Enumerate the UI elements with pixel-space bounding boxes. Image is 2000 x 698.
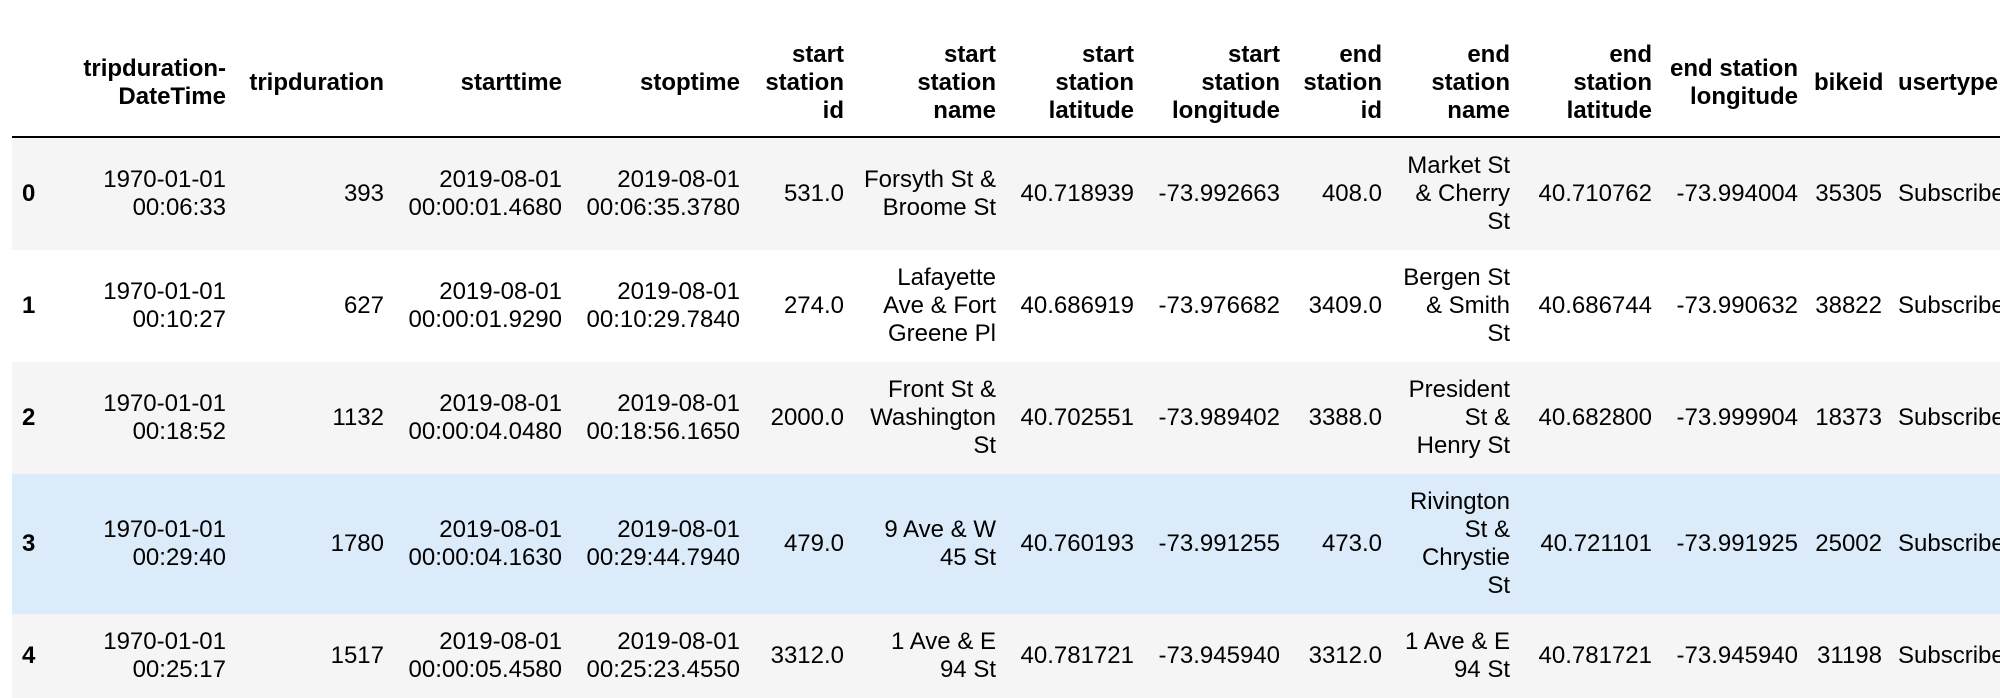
column-header: end station id: [1286, 33, 1388, 138]
table-cell: 473.0: [1321, 530, 1382, 557]
table-cell: -73.990632: [1676, 292, 1798, 319]
column-header: starttime: [390, 33, 568, 138]
index-header: [12, 33, 56, 138]
table-cell: -73.994004: [1676, 180, 1798, 207]
column-header: end station latitude: [1516, 33, 1658, 138]
table-cell: 627: [343, 292, 384, 319]
table-cell: 40.781721: [1538, 642, 1652, 669]
table-cell: 3409.0: [1308, 292, 1382, 319]
table-cell: 40.710762: [1538, 180, 1652, 207]
table-cell: 40.686744: [1538, 292, 1652, 319]
table-cell: 2019-08-01 00:06:35.3780: [586, 166, 740, 221]
table-cell: Bergen St & Smith St: [1403, 264, 1510, 347]
table-cell: Market St & Cherry St: [1407, 152, 1510, 235]
row-index: 1: [22, 292, 36, 319]
column-header: start station longitude: [1140, 33, 1286, 138]
table-cell: 9 Ave & W 45 St: [884, 516, 996, 571]
table-cell: 1 Ave & E 94 St: [1405, 628, 1510, 683]
table-row: 4 1970-01-01 00:25:17 1517 2019-08-01 00:00…: [12, 614, 2000, 698]
column-header: stoptime: [568, 33, 746, 138]
table-cell: Subscribe: [1898, 642, 2000, 669]
table-cell: 40.718939: [1020, 180, 1134, 207]
column-header: tripduration: [232, 33, 390, 138]
table-cell: -73.989402: [1158, 404, 1280, 431]
table-cell: 2019-08-01 00:18:56.1650: [586, 390, 740, 445]
table-cell: 408.0: [1321, 180, 1382, 207]
table-cell: 2019-08-01 00:00:05.4580: [408, 628, 562, 683]
table-cell: -73.991925: [1676, 530, 1798, 557]
table-cell: 393: [343, 180, 384, 207]
table-cell: 40.702551: [1020, 404, 1134, 431]
table-cell: -73.945940: [1676, 642, 1798, 669]
table-cell: 2019-08-01 00:00:04.0480: [408, 390, 562, 445]
table-cell: 274.0: [783, 292, 844, 319]
table-cell: 531.0: [783, 180, 844, 207]
table-cell: 2019-08-01 00:00:04.1630: [408, 516, 562, 571]
table-cell: 3312.0: [770, 642, 844, 669]
table-cell: 3312.0: [1308, 642, 1382, 669]
table-cell: 40.686919: [1020, 292, 1134, 319]
table-cell: 3388.0: [1308, 404, 1382, 431]
table-cell: 2019-08-01 00:10:29.7840: [586, 278, 740, 333]
table-cell: Front St & Washington St: [870, 376, 996, 459]
table-cell: -73.999904: [1676, 404, 1798, 431]
table-row: 3 1970-01-01 00:29:40 1780 2019-08-01 00:00…: [12, 474, 2000, 614]
table-body: 0 1970-01-01 00:06:33 393 2019-08-01 00:00:…: [12, 137, 2000, 698]
column-header: bikeid: [1804, 33, 1888, 138]
table-cell: 40.760193: [1020, 530, 1134, 557]
table-cell: 479.0: [783, 530, 844, 557]
column-header: end station name: [1388, 33, 1516, 138]
table-cell: Rivington St & Chrystie St: [1409, 488, 1510, 599]
column-header: start station name: [850, 33, 1002, 138]
column-header: start station id: [746, 33, 850, 138]
table-cell: -73.992663: [1158, 180, 1280, 207]
header-row: tripduration-DateTime tripduration startti…: [12, 33, 2000, 138]
table-cell: Subscribe: [1898, 530, 2000, 557]
table-cell: 1970-01-01 00:25:17: [103, 628, 226, 683]
dataframe-table: tripduration-DateTime tripduration startti…: [12, 33, 2000, 698]
table-cell: 1132: [332, 404, 384, 431]
table-row: 0 1970-01-01 00:06:33 393 2019-08-01 00:00:…: [12, 137, 2000, 250]
row-index: 0: [22, 180, 36, 207]
column-header: usertype: [1888, 33, 2000, 138]
table-cell: 2019-08-01 00:25:23.4550: [586, 628, 740, 683]
table-cell: 2019-08-01 00:00:01.9290: [408, 278, 562, 333]
table-cell: Subscribe: [1898, 292, 2000, 319]
table-cell: 40.682800: [1538, 404, 1652, 431]
row-index: 2: [22, 404, 36, 431]
table-cell: 25002: [1815, 530, 1882, 557]
table-cell: Subscribe: [1898, 404, 2000, 431]
table-cell: 1 Ave & E 94 St: [891, 628, 996, 683]
table-cell: 40.721101: [1540, 530, 1652, 557]
table-cell: 2019-08-01 00:00:01.4680: [408, 166, 562, 221]
column-header: tripduration-DateTime: [56, 33, 232, 138]
column-header: start station latitude: [1002, 33, 1140, 138]
table-cell: 1970-01-01 00:29:40: [103, 516, 226, 571]
table-cell: Subscribe: [1898, 180, 2000, 207]
table-cell: 38822: [1815, 292, 1882, 319]
table-cell: Lafayette Ave & Fort Greene Pl: [883, 264, 996, 347]
table-cell: -73.976682: [1158, 292, 1280, 319]
table-cell: 40.781721: [1020, 642, 1134, 669]
table-cell: Forsyth St & Broome St: [863, 166, 996, 221]
table-row: 1 1970-01-01 00:10:27 627 2019-08-01 00:00:…: [12, 250, 2000, 362]
table-cell: -73.991255: [1158, 530, 1280, 557]
table-cell: -73.945940: [1158, 642, 1280, 669]
table-cell: 1970-01-01 00:18:52: [103, 390, 226, 445]
table-cell: 35305: [1815, 180, 1882, 207]
table-cell: President St & Henry St: [1408, 376, 1510, 459]
table-cell: 1780: [330, 530, 384, 557]
table-cell: 1517: [330, 642, 384, 669]
row-index: 3: [22, 530, 36, 557]
column-header: end station longitude: [1658, 33, 1804, 138]
table-cell: 2000.0: [770, 404, 844, 431]
table-cell: 1970-01-01 00:10:27: [103, 278, 226, 333]
row-index: 4: [22, 642, 36, 669]
table-cell: 31198: [1817, 642, 1882, 669]
table-row: 2 1970-01-01 00:18:52 1132 2019-08-01 00:00…: [12, 362, 2000, 474]
table-cell: 18373: [1815, 404, 1882, 431]
table-cell: 2019-08-01 00:29:44.7940: [586, 516, 740, 571]
table-cell: 1970-01-01 00:06:33: [103, 166, 226, 221]
